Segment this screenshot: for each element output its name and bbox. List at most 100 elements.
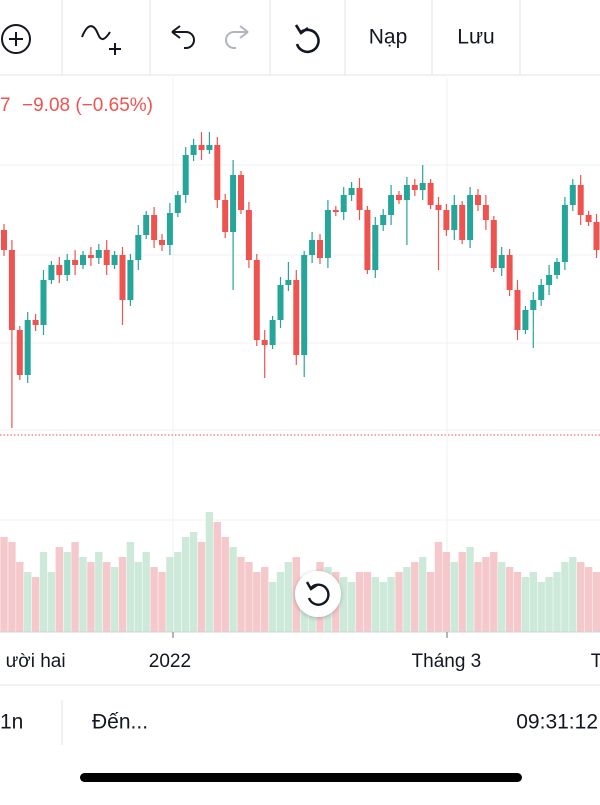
candle-body: [309, 240, 316, 255]
candle-body: [451, 205, 458, 230]
chart-grid: [0, 78, 600, 632]
candle-body: [506, 255, 513, 290]
candle-body: [364, 210, 371, 270]
candle-body: [72, 260, 79, 265]
volume-bar: [355, 572, 364, 632]
candle-body: [427, 183, 434, 205]
save-button[interactable]: Lưu: [457, 26, 494, 49]
volume-bar: [347, 582, 356, 632]
toolbar: [0, 0, 600, 75]
candle-body: [340, 195, 347, 212]
volume-bar: [521, 577, 530, 632]
candle-body: [538, 285, 545, 300]
volume-bar: [16, 562, 24, 632]
candle-body: [238, 175, 244, 210]
volume-bar: [205, 512, 214, 632]
candle-body: [174, 195, 181, 213]
goto-button[interactable]: Đến...: [92, 711, 148, 734]
redo-button[interactable]: [225, 25, 249, 49]
time-label: Tháng 3: [412, 651, 482, 672]
candle-body: [143, 215, 150, 235]
volume-bar: [87, 562, 95, 632]
candle-body: [103, 250, 110, 265]
candle-body: [166, 213, 173, 245]
volume-bar: [142, 552, 150, 632]
time-label: ười hai: [6, 651, 66, 672]
reset-icon: [307, 583, 330, 606]
candle-body: [569, 185, 576, 205]
candle-body: [372, 225, 379, 270]
time-label: 2022: [149, 651, 191, 672]
volume-bar: [268, 582, 277, 632]
volume-bar: [363, 572, 372, 632]
candle-body: [1, 230, 7, 250]
candle-body: [530, 300, 537, 310]
reset-button-bg[interactable]: [295, 571, 341, 617]
toolbar-separators: [0, 0, 600, 76]
volume-bar: [537, 582, 545, 632]
volume-bar: [261, 567, 269, 632]
candle-body: [64, 260, 71, 275]
volume-bar: [31, 577, 40, 632]
volume-bar: [419, 557, 427, 632]
candle-body: [111, 255, 118, 265]
candle-body: [190, 145, 197, 155]
candle-body: [467, 195, 474, 240]
volume-bar: [545, 577, 553, 632]
indicators-button[interactable]: [81, 25, 121, 55]
volume-bar: [237, 557, 245, 632]
volume-bar: [197, 542, 206, 632]
reset-chart-button[interactable]: [295, 571, 341, 617]
ohlc-change: −9.08 (−0.65%): [22, 95, 153, 116]
volume-bar: [458, 552, 466, 632]
candle-body: [498, 255, 505, 268]
candle-body: [301, 255, 308, 355]
candle-body: [435, 205, 442, 210]
candle-body: [127, 260, 134, 300]
candle-body: [411, 185, 418, 190]
candle-body: [24, 320, 31, 375]
volume-bar: [0, 537, 8, 632]
candle-body: [403, 185, 410, 200]
interval-button[interactable]: 1n: [0, 711, 23, 734]
candle-body: [490, 220, 497, 268]
add-symbol-button[interactable]: [1, 24, 31, 54]
volume-bar: [95, 552, 103, 632]
candle-body: [151, 215, 158, 240]
time-axis: ười hai 2022 Tháng 3 T: [6, 651, 600, 672]
ohlc-last: 7: [0, 95, 11, 116]
volume-bar: [253, 572, 261, 632]
undo-button[interactable]: [171, 25, 195, 49]
candle-body: [206, 145, 213, 150]
candle-body: [277, 285, 284, 320]
candle-body: [261, 340, 268, 345]
candle-body: [475, 195, 481, 205]
candle-body: [16, 330, 23, 375]
candle-body: [48, 265, 55, 280]
candle-body: [396, 195, 402, 200]
candle-body: [577, 185, 584, 215]
volume-bar: [47, 572, 56, 632]
volume-bar: [182, 537, 190, 632]
candle-body: [135, 235, 142, 260]
volume-bar: [63, 552, 71, 632]
time-label: T: [591, 651, 600, 672]
volume-bar: [245, 562, 253, 632]
candle-body: [230, 175, 237, 232]
volume-bar: [229, 547, 237, 632]
reset-icon-arrow: [305, 581, 318, 591]
volume-bar: [276, 572, 285, 632]
reset-toolbar-button[interactable]: [294, 24, 320, 54]
volume-bar: [79, 557, 87, 632]
volume-bar: [55, 547, 63, 632]
candle-body: [95, 250, 102, 258]
candle-body: [285, 280, 292, 285]
load-button[interactable]: Nạp: [369, 26, 408, 49]
volume-bar: [8, 542, 16, 632]
volume-bar: [134, 562, 142, 632]
volume-bar: [482, 557, 490, 632]
candle-layer: [1, 132, 600, 428]
volume-bar: [189, 532, 198, 632]
